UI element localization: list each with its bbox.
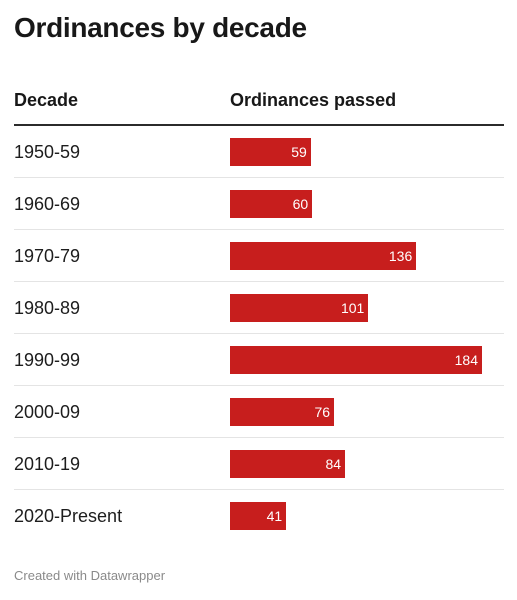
decade-label: 1950-59 — [14, 142, 81, 162]
ordinances-column-header: Ordinances passed — [230, 90, 397, 110]
bar-value-label: 60 — [292, 196, 309, 212]
decade-label: 1980-89 — [14, 298, 81, 318]
decade-label: 2010-19 — [14, 454, 81, 474]
bar: 41 — [230, 502, 287, 530]
header-rule — [14, 124, 504, 126]
table-row: 1970-79 136 — [14, 230, 504, 282]
footer-credit: Created with Datawrapper — [14, 568, 166, 583]
decade-label: 1970-79 — [14, 246, 81, 266]
bar-value-label: 184 — [454, 352, 478, 368]
bar-value-label: 41 — [266, 508, 283, 524]
table-row: 1990-99 184 — [14, 334, 504, 386]
decade-label: 2020-Present — [14, 506, 123, 526]
table-row: 2020-Present 41 — [14, 490, 504, 541]
decade-label: 1990-99 — [14, 350, 81, 370]
decade-column-header: Decade — [14, 90, 79, 110]
decade-label: 1960-69 — [14, 194, 81, 214]
bar: 101 — [230, 294, 369, 322]
chart-title: Ordinances by decade — [14, 12, 307, 43]
bar: 60 — [230, 190, 313, 218]
bar-value-label: 101 — [340, 300, 365, 316]
bar-value-label: 59 — [291, 144, 307, 160]
table-row: 1960-69 60 — [14, 178, 504, 230]
bar-value-label: 84 — [325, 456, 342, 472]
bar: 59 — [230, 138, 311, 166]
bar: 76 — [230, 398, 335, 426]
table-row: 1950-59 59 — [14, 126, 504, 178]
bar: 136 — [230, 242, 417, 270]
bar: 184 — [230, 346, 482, 374]
table-row: 2000-09 76 — [14, 386, 504, 438]
bar-value-label: 136 — [388, 248, 413, 264]
bar-table: 1950-59 59 1960-69 60 1970-79 136 1980-89 101 19… — [14, 126, 504, 541]
table-row: 2010-19 84 — [14, 438, 504, 490]
bar: 84 — [230, 450, 346, 478]
bar-value-label: 76 — [314, 404, 331, 420]
decade-label: 2000-09 — [14, 402, 81, 422]
table-row: 1980-89 101 — [14, 282, 504, 334]
